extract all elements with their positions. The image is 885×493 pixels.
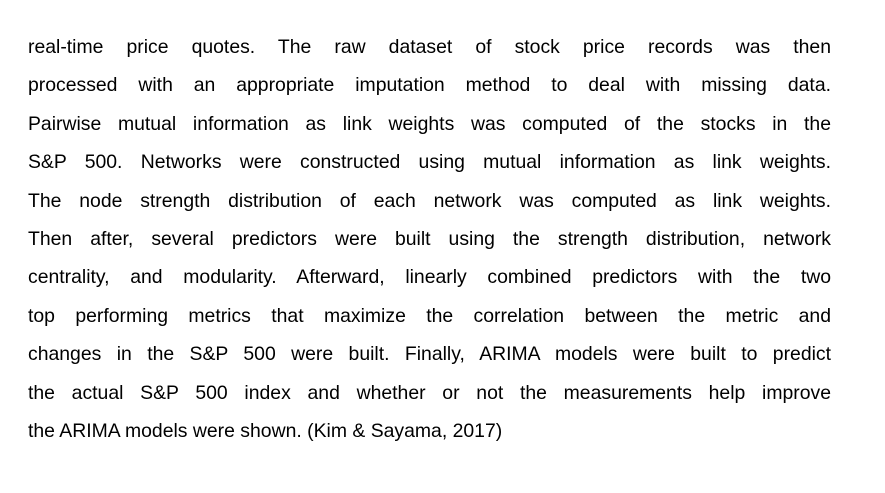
paragraph-line-3: Pairwise mutual information as link weig… — [28, 112, 831, 135]
paragraph-line-10: the actual S&P 500 index and whether or … — [28, 381, 831, 404]
paragraph-line-2: processed with an appropriate imputation… — [28, 74, 831, 97]
paragraph-line-9: changes in the S&P 500 were built. Final… — [28, 343, 831, 366]
paragraph-line-8: top performing metrics that maximize the… — [28, 304, 831, 327]
paragraph-line-1: real-time price quotes. The raw dataset … — [28, 36, 831, 58]
paragraph-line-11: the ARIMA models were shown. (Kim & Saya… — [28, 419, 503, 442]
paragraph-line-5: The node strength distribution of each n… — [28, 189, 831, 212]
body-paragraph: real-time price quotes. The raw dataset … — [28, 28, 831, 450]
paragraph-line-6: Then after, several predictors were buil… — [28, 227, 831, 250]
paragraph-line-4: S&P 500. Networks were constructed using… — [28, 151, 831, 174]
paragraph-line-7: centrality, and modularity. Afterward, l… — [28, 266, 831, 289]
